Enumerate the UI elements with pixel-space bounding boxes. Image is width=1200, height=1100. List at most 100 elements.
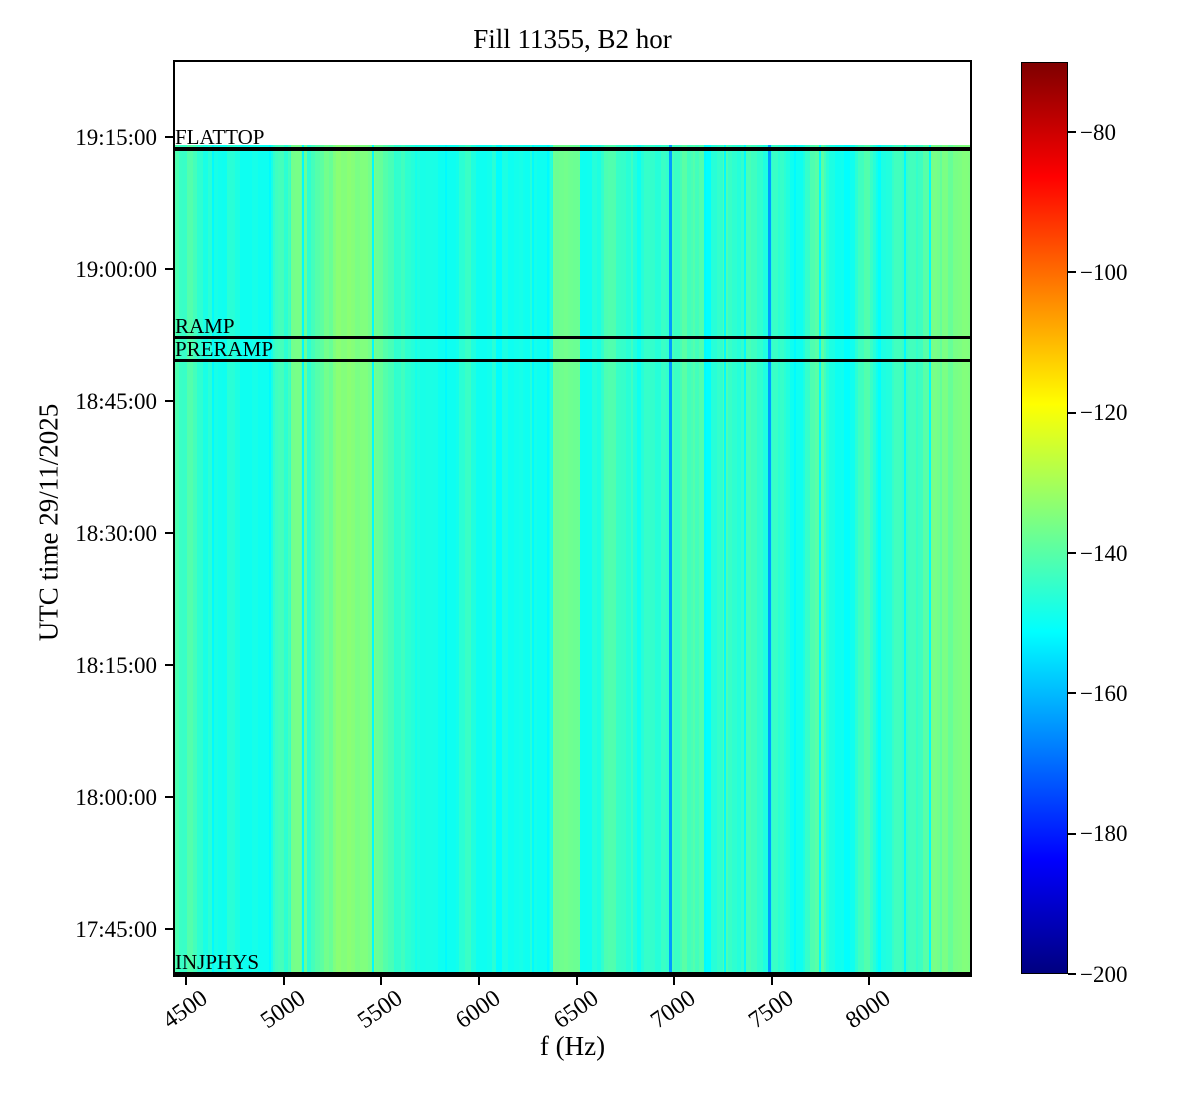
frequency-bin-stripe xyxy=(711,145,717,975)
frequency-bin-stripe xyxy=(693,145,695,975)
frequency-bin-stripe xyxy=(858,145,864,975)
colorbar-tick-label: −80 xyxy=(1080,119,1116,145)
frequency-bin-stripe xyxy=(870,145,873,975)
frequency-bin-stripe xyxy=(401,145,405,975)
frequency-bin-stripe xyxy=(411,145,415,975)
cyan-spectral-line xyxy=(531,145,534,975)
frequency-bin-stripe xyxy=(626,145,631,975)
frequency-bin-stripe xyxy=(355,145,360,975)
frequency-bin-stripe xyxy=(751,145,757,975)
frequency-bin-stripe xyxy=(637,145,641,975)
frequency-bin-stripe xyxy=(674,145,680,975)
frequency-bin-stripe xyxy=(826,145,829,975)
y-tick-label: 18:00:00 xyxy=(75,784,157,810)
frequency-bin-stripe xyxy=(672,145,674,975)
frequency-bin-stripe xyxy=(530,145,532,975)
frequency-bin-stripe xyxy=(175,145,179,975)
frequency-bin-stripe xyxy=(876,145,878,975)
cyan-spectral-line xyxy=(794,145,797,975)
frequency-bin-stripe xyxy=(465,145,471,975)
frequency-bin-stripe xyxy=(601,145,604,975)
frequency-bin-stripe xyxy=(433,145,438,975)
frequency-bin-stripe xyxy=(824,145,826,975)
frequency-bin-stripe xyxy=(193,145,197,975)
plot-title: Fill 11355, B2 hor xyxy=(473,24,672,54)
y-tick-label: 18:15:00 xyxy=(75,652,157,678)
frequency-bin-stripe xyxy=(394,145,396,975)
frequency-bin-stripe xyxy=(417,145,420,975)
frequency-bin-stripe xyxy=(368,145,373,975)
frequency-bin-stripe xyxy=(579,145,582,975)
blue-spectral-line xyxy=(768,145,772,975)
cyan-spectral-line xyxy=(445,145,448,975)
frequency-bin-stripe xyxy=(227,145,233,975)
frequency-bin-stripe xyxy=(784,145,786,975)
frequency-bin-stripe xyxy=(695,145,699,975)
x-tick-mark xyxy=(184,977,187,985)
frequency-bin-stripe xyxy=(252,145,258,975)
colorbar-tick-mark xyxy=(1068,271,1076,274)
frequency-bin-stripe xyxy=(962,145,968,975)
frequency-bin-stripe xyxy=(476,145,481,975)
frequency-bin-stripe xyxy=(388,145,394,975)
frequency-bin-stripe xyxy=(373,145,375,975)
frequency-bin-stripe xyxy=(680,145,682,975)
cyan-spectral-line xyxy=(904,145,906,975)
frequency-bin-stripe xyxy=(878,145,881,975)
frequency-bin-stripe xyxy=(288,145,290,975)
frequency-bin-stripe xyxy=(320,145,324,975)
colorbar-tick-mark xyxy=(1068,552,1076,555)
y-tick-mark xyxy=(165,400,173,402)
frequency-bin-stripe xyxy=(347,145,351,975)
cyan-spectral-line xyxy=(819,145,822,975)
cyan-spectral-line xyxy=(212,145,215,975)
frequency-bin-stripe xyxy=(519,145,523,975)
frequency-bin-stripe xyxy=(841,145,844,975)
frequency-bin-stripe xyxy=(426,145,428,975)
x-tick-mark xyxy=(575,977,578,985)
colorbar-tick-label: −160 xyxy=(1080,680,1128,706)
frequency-bin-stripe xyxy=(786,145,790,975)
x-tick-mark xyxy=(673,977,676,985)
colorbar-tick-label: −200 xyxy=(1080,961,1128,987)
y-tick-mark xyxy=(165,268,173,270)
frequency-bin-stripe xyxy=(633,145,637,975)
frequency-bin-stripe xyxy=(910,145,914,975)
frequency-bin-stripe xyxy=(341,145,347,975)
frequency-bin-stripe xyxy=(829,145,835,975)
frequency-bin-stripe xyxy=(441,145,444,975)
frequency-bin-stripe xyxy=(487,145,492,975)
frequency-bin-stripe xyxy=(757,145,763,975)
cyan-spectral-line xyxy=(723,145,726,975)
frequency-bin-stripe xyxy=(542,145,546,975)
x-tick-label: 4500 xyxy=(157,985,213,1035)
frequency-bin-stripe xyxy=(481,145,487,975)
frequency-bin-stripe xyxy=(892,145,894,975)
frequency-bin-stripe xyxy=(914,145,916,975)
frequency-bin-stripe xyxy=(886,145,892,975)
frequency-bin-stripe xyxy=(916,145,918,975)
frequency-bin-stripe xyxy=(810,145,815,975)
frequency-bin-stripe xyxy=(456,145,459,975)
frequency-bin-stripe xyxy=(631,145,633,975)
frequency-bin-stripe xyxy=(666,145,672,975)
frequency-bin-stripe xyxy=(835,145,841,975)
frequency-bin-stripe xyxy=(699,145,705,975)
frequency-bin-stripe xyxy=(218,145,222,975)
frequency-bin-stripe xyxy=(315,145,320,975)
frequency-bin-stripe xyxy=(273,145,275,975)
frequency-bin-stripe xyxy=(613,145,616,975)
frequency-bin-stripe xyxy=(741,145,746,975)
frequency-bin-stripe xyxy=(923,145,929,975)
frequency-bin-stripe xyxy=(383,145,388,975)
frequency-bin-stripe xyxy=(864,145,870,975)
y-tick-mark xyxy=(165,664,173,667)
frequency-bin-stripe xyxy=(968,145,970,975)
x-tick-label: 6500 xyxy=(548,985,603,1035)
frequency-bin-stripe xyxy=(942,145,948,975)
x-tick-label: 5500 xyxy=(353,985,408,1035)
frequency-bin-stripe xyxy=(958,145,962,975)
frequency-bin-stripe xyxy=(365,145,368,975)
y-tick-label: 18:45:00 xyxy=(75,388,157,414)
